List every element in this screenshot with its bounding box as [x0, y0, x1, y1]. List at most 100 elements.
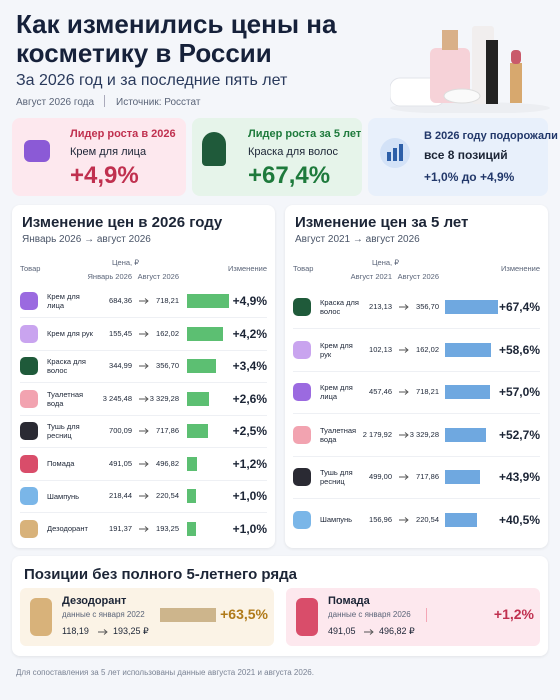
price-from: 3 245,48 [102, 393, 132, 403]
table-period: Август 2021 → август 2026 [295, 234, 420, 245]
bar [445, 470, 480, 484]
footnote: Для сопоставления за 5 лет использованы … [16, 668, 314, 677]
table-period: Январь 2026 → август 2026 [22, 234, 151, 245]
col-head: Август 2026 [397, 272, 439, 281]
icon [30, 598, 52, 636]
item-name: Крем для лица [47, 292, 80, 310]
price-to: 356,70 [156, 361, 179, 370]
icon [293, 298, 311, 316]
arrow [139, 493, 149, 499]
price-from: 457,46 [369, 387, 392, 396]
row-divider [20, 317, 267, 319]
bar [426, 608, 428, 622]
item-name: Помада [328, 595, 370, 607]
icon [293, 510, 311, 529]
price-to: 162,02 [416, 344, 439, 354]
item-name: Краска для волос [47, 357, 86, 375]
card-value: +4,9% [70, 162, 139, 189]
item-name: Крем для рук [320, 340, 353, 359]
table-5y: Изменение цен за 5 лет Август 2021 → авгу… [285, 205, 548, 548]
price-to: 496,82 ₽ [379, 626, 415, 636]
price-to: 220,54 [156, 491, 179, 500]
price-from: 2 179,92 [362, 429, 392, 439]
title: Как изменились цены на косметику в Росси… [16, 9, 337, 68]
price-to: 162,02 [156, 328, 179, 338]
change-label: +1,2% [232, 456, 267, 471]
icon [293, 340, 311, 359]
price-to: 193,25 [156, 523, 179, 533]
price-from: 118,19 [62, 626, 89, 636]
item-name: Дезодорант [62, 595, 127, 607]
partial-section: Позиции без полного 5-летнего ряда Дезод… [12, 556, 548, 656]
row-divider [293, 455, 540, 457]
price-from: 213,13 [369, 302, 392, 311]
partial-card: Дезодорант данные с января 2022 118,19 193,… [20, 588, 274, 646]
icon [20, 324, 38, 343]
bar [187, 489, 196, 503]
cosmetics-illustration [390, 26, 550, 113]
price-from: 155,45 [109, 328, 132, 338]
arrow [399, 304, 409, 310]
card-label: Лидер роста за 5 лет [248, 128, 362, 140]
card-label: В 2026 году подорожали [424, 130, 558, 142]
col-head: Изменение [501, 264, 540, 273]
price-to: 220,54 [416, 514, 439, 524]
card: Лидер роста за 5 лет Краска для волос +6… [192, 118, 362, 196]
arrow [139, 330, 149, 337]
row-divider [20, 382, 267, 384]
bar [445, 342, 492, 357]
bar [187, 294, 229, 308]
change-label: +58,6% [498, 342, 540, 357]
col-head: Август 2026 [137, 272, 179, 281]
change-label: +3,4% [232, 359, 267, 373]
change-label: +1,0% [232, 521, 267, 536]
col-head: Цена, ₽ [372, 258, 399, 267]
item-name: Дезодорант [47, 524, 88, 533]
arrow [139, 525, 149, 532]
icon [20, 422, 38, 440]
change-label: +67,4% [498, 300, 540, 314]
row-divider [20, 349, 267, 351]
row-divider [20, 447, 267, 449]
item-name: Крем для рук [47, 329, 93, 338]
item-name: Тушь для ресниц [320, 468, 353, 486]
arrow [139, 428, 149, 434]
section-title: Позиции без полного 5-летнего ряда [24, 566, 297, 583]
change-label: +4,9% [232, 294, 267, 308]
bar [445, 300, 498, 314]
icon [20, 519, 38, 538]
row-divider [293, 498, 540, 500]
icon [293, 425, 311, 444]
price-to: 3 329,28 [149, 393, 179, 403]
bar [187, 456, 198, 471]
price-from: 191,37 [109, 523, 132, 533]
item-note: данные с января 2022 [62, 610, 145, 619]
arrow [399, 431, 409, 438]
card-item: Крем для лица [70, 146, 147, 158]
price-to: 718,21 [416, 387, 439, 396]
icon [20, 487, 38, 505]
title-wrap: Как изменились цены на косметику в Росси… [16, 10, 356, 68]
price-from: 684,36 [109, 296, 132, 305]
arrow [139, 363, 149, 369]
bar [445, 427, 487, 442]
date: Август 2026 года [16, 97, 95, 108]
col-head: Цена, ₽ [112, 258, 139, 267]
icon [293, 383, 311, 401]
icon [293, 468, 311, 486]
bar [187, 424, 209, 438]
price-to: 718,21 [156, 296, 179, 305]
price-to: 356,70 [416, 302, 439, 311]
partial-card: Помада данные с января 2026 491,05 496,82 ₽… [286, 588, 540, 646]
change-label: +1,2% [493, 606, 534, 622]
change-label: +57,0% [498, 385, 540, 399]
arrow [139, 395, 149, 402]
card: В 2026 году подорожали все 8 позиций +1,… [368, 118, 558, 196]
item-name: Помада [47, 459, 75, 468]
bar [187, 391, 210, 406]
price-from: 156,96 [369, 514, 392, 524]
subtitle: За 2026 год и за последние пять лет [16, 72, 288, 89]
change-label: +2,6% [232, 391, 267, 406]
change-label: +1,0% [232, 489, 267, 503]
